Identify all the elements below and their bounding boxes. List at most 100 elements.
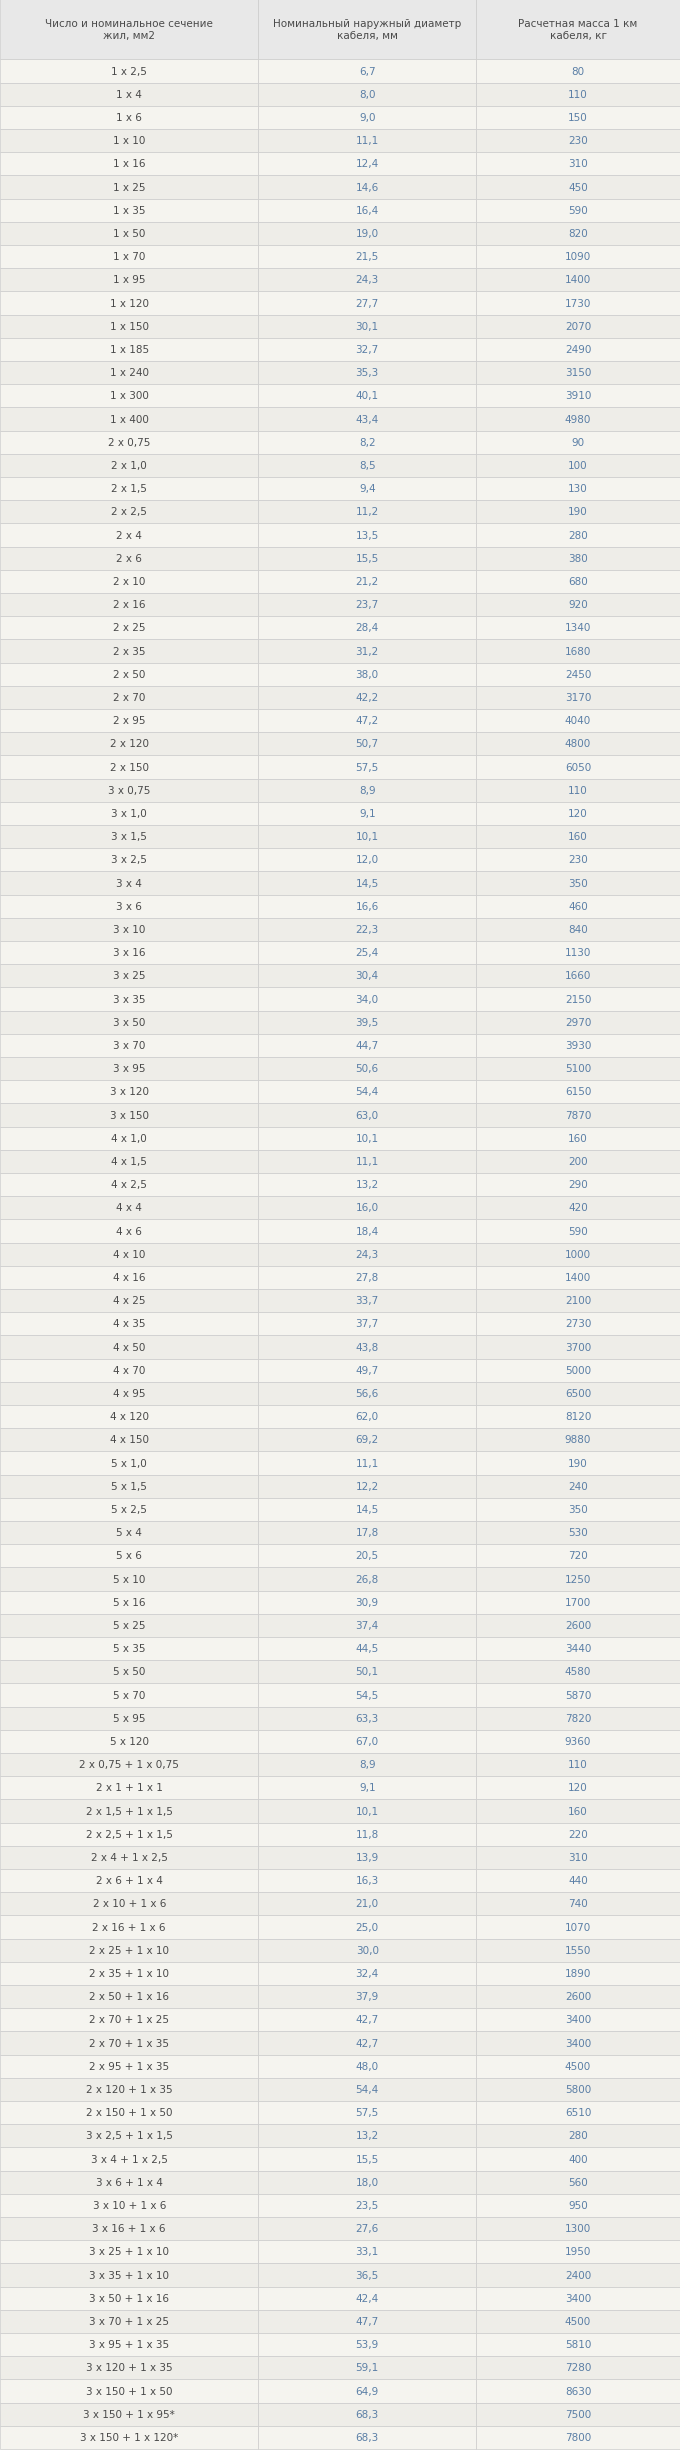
Bar <box>476 1590 680 1615</box>
Text: 59,1: 59,1 <box>356 2363 379 2373</box>
Text: 2 x 1,5: 2 x 1,5 <box>112 483 147 493</box>
Text: 160: 160 <box>568 1806 588 1816</box>
Bar <box>258 1615 476 1637</box>
Text: 17,8: 17,8 <box>356 1529 379 1539</box>
Bar <box>476 83 680 106</box>
Text: 13,2: 13,2 <box>356 1180 379 1190</box>
Text: 380: 380 <box>568 555 588 564</box>
Text: 2970: 2970 <box>565 1018 591 1028</box>
Bar <box>258 802 476 825</box>
Text: 27,6: 27,6 <box>356 2223 379 2233</box>
Bar <box>0 1126 258 1151</box>
Text: 5800: 5800 <box>565 2083 591 2093</box>
Bar <box>0 1683 258 1708</box>
Bar <box>476 1777 680 1799</box>
Text: 56,6: 56,6 <box>356 1389 379 1399</box>
Bar <box>0 1288 258 1313</box>
Bar <box>258 594 476 616</box>
Text: 3 x 70 + 1 x 25: 3 x 70 + 1 x 25 <box>89 2317 169 2326</box>
Text: 310: 310 <box>568 1853 588 1863</box>
Bar <box>0 199 258 223</box>
Text: 3 x 16: 3 x 16 <box>113 947 146 957</box>
Text: 2 x 16: 2 x 16 <box>113 601 146 611</box>
Text: 2 x 70: 2 x 70 <box>113 692 146 702</box>
Bar <box>0 1058 258 1080</box>
Bar <box>258 177 476 199</box>
Bar <box>258 1544 476 1568</box>
Text: 40,1: 40,1 <box>356 390 379 402</box>
Text: 100: 100 <box>568 461 588 471</box>
Text: 36,5: 36,5 <box>356 2270 379 2280</box>
Bar <box>476 1033 680 1058</box>
Text: 32,4: 32,4 <box>356 1968 379 1978</box>
Text: 1340: 1340 <box>565 623 591 633</box>
Bar <box>476 1985 680 2007</box>
Text: 5 x 4: 5 x 4 <box>116 1529 142 1539</box>
Text: 110: 110 <box>568 785 588 795</box>
Bar <box>476 640 680 663</box>
Text: 32,7: 32,7 <box>356 346 379 356</box>
Text: 11,8: 11,8 <box>356 1828 379 1840</box>
Bar <box>476 918 680 942</box>
Text: 8,0: 8,0 <box>359 91 375 101</box>
Bar <box>258 2309 476 2334</box>
Bar <box>476 1615 680 1637</box>
Bar <box>476 454 680 479</box>
Text: 2730: 2730 <box>565 1320 591 1330</box>
Text: 4 x 6: 4 x 6 <box>116 1227 142 1237</box>
Bar <box>476 479 680 501</box>
Text: 2490: 2490 <box>565 346 591 356</box>
Bar <box>476 2427 680 2449</box>
Text: 48,0: 48,0 <box>356 2061 379 2071</box>
Text: 47,7: 47,7 <box>356 2317 379 2326</box>
Bar <box>476 1752 680 1777</box>
Bar <box>258 663 476 687</box>
Text: 920: 920 <box>568 601 588 611</box>
Text: 3 x 4: 3 x 4 <box>116 879 142 888</box>
Text: 2450: 2450 <box>565 670 591 680</box>
Text: 5 x 16: 5 x 16 <box>113 1598 146 1607</box>
Bar <box>476 871 680 896</box>
Bar <box>258 2079 476 2101</box>
Bar <box>476 2032 680 2054</box>
Text: 2 x 2,5 + 1 x 1,5: 2 x 2,5 + 1 x 1,5 <box>86 1828 173 1840</box>
Bar <box>476 2125 680 2147</box>
Bar <box>476 152 680 177</box>
Bar <box>258 2032 476 2054</box>
Bar <box>476 292 680 314</box>
Text: 6050: 6050 <box>565 763 591 773</box>
Text: 5 x 6: 5 x 6 <box>116 1551 142 1561</box>
Text: 11,1: 11,1 <box>356 1458 379 1467</box>
Bar <box>0 1242 258 1266</box>
Text: 2 x 6 + 1 x 4: 2 x 6 + 1 x 4 <box>96 1875 163 1885</box>
Bar <box>476 2007 680 2032</box>
Text: 2 x 10: 2 x 10 <box>113 577 146 587</box>
Text: 530: 530 <box>568 1529 588 1539</box>
Bar <box>258 734 476 756</box>
Bar <box>258 1335 476 1360</box>
Text: 14,6: 14,6 <box>356 182 379 191</box>
Bar <box>0 547 258 569</box>
Text: 2 x 150 + 1 x 50: 2 x 150 + 1 x 50 <box>86 2108 173 2118</box>
Bar <box>258 1475 476 1497</box>
Text: 4 x 70: 4 x 70 <box>113 1364 146 1374</box>
Bar <box>258 2125 476 2147</box>
Text: 1 x 50: 1 x 50 <box>113 228 146 238</box>
Bar <box>258 2054 476 2079</box>
Bar <box>0 896 258 918</box>
Bar <box>0 501 258 523</box>
Bar <box>476 2287 680 2309</box>
Bar <box>476 1011 680 1033</box>
Bar <box>476 1335 680 1360</box>
Text: 5 x 2,5: 5 x 2,5 <box>112 1504 147 1514</box>
Bar <box>258 1917 476 1939</box>
Bar <box>258 1985 476 2007</box>
Text: 5100: 5100 <box>565 1065 591 1075</box>
Bar <box>258 245 476 270</box>
Text: 2 x 70 + 1 x 35: 2 x 70 + 1 x 35 <box>89 2039 169 2049</box>
Bar <box>476 1080 680 1104</box>
Text: 3 x 1,0: 3 x 1,0 <box>112 810 147 820</box>
Text: 120: 120 <box>568 1784 588 1794</box>
Bar <box>0 223 258 245</box>
Text: 42,4: 42,4 <box>356 2292 379 2304</box>
